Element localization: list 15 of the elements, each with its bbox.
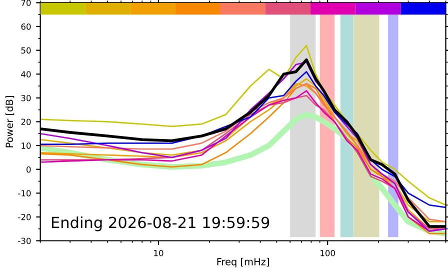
y-tick-label: 60 — [21, 23, 31, 30]
x-tick-label: 100 — [320, 250, 335, 256]
y-axis-title: Power [dB] — [5, 96, 14, 148]
x-axis-title: Freq [mHz] — [217, 258, 269, 268]
y-tick-label: -10 — [18, 190, 31, 196]
y-tick-label: -30 — [18, 238, 31, 244]
y-tick-label: 50 — [21, 47, 31, 54]
y-tick-label: 30 — [21, 94, 31, 102]
y-tick-label: 40 — [21, 71, 31, 78]
y-tick-label: -20 — [18, 214, 31, 220]
annotation: Ending 2026-08-21 19:59:59 — [52, 216, 270, 232]
y-tick-label: 10 — [22, 142, 31, 149]
y-tick-label: 70 — [21, 0, 31, 6]
y-tick-label: 20 — [21, 118, 31, 126]
y-tick-label: 0 — [26, 166, 31, 173]
